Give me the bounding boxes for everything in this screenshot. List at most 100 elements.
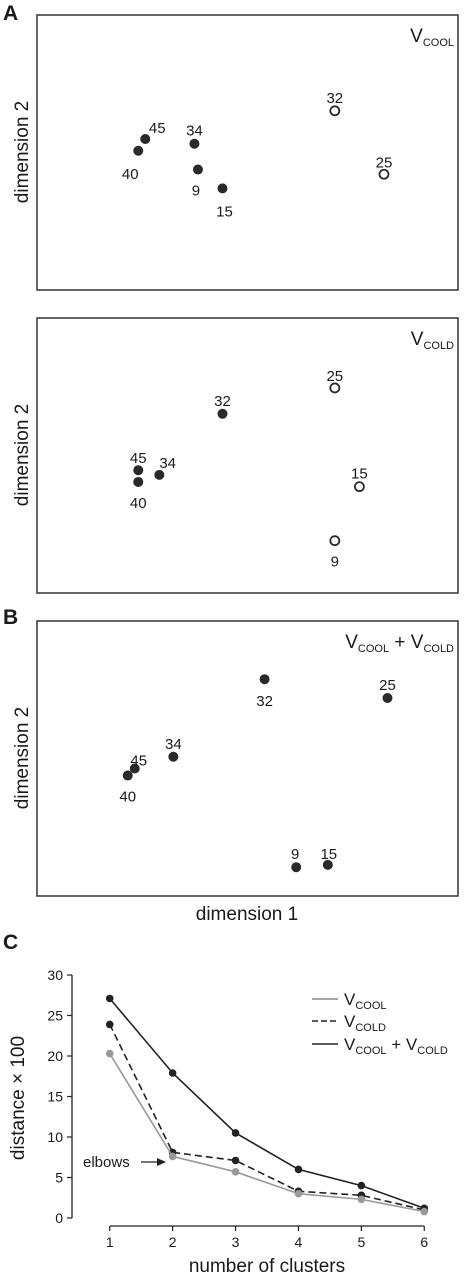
title-b-sep: + bbox=[389, 632, 411, 653]
title-main-a2: V bbox=[411, 329, 424, 350]
point-label-45: 45 bbox=[130, 753, 147, 770]
scatter-point-40 bbox=[122, 770, 133, 781]
legend-label-combined: VCOOL + VCOLD bbox=[344, 1035, 448, 1057]
legend-comb-sub-1: COOL bbox=[355, 1045, 386, 1057]
series-line-0 bbox=[109, 1053, 425, 1213]
x-axis-label-c: number of clusters bbox=[189, 1256, 345, 1277]
point-label-32: 32 bbox=[214, 393, 231, 410]
point-label-25: 25 bbox=[376, 154, 393, 171]
series-2-point-5 bbox=[357, 1181, 366, 1190]
scatter-point-25 bbox=[378, 168, 390, 180]
y-tick-label: 10 bbox=[47, 1129, 63, 1145]
title-sub-a1: COOL bbox=[423, 37, 454, 49]
plot-frame-a1 bbox=[36, 14, 459, 291]
x-tick-label: 6 bbox=[420, 1234, 428, 1250]
series-1-point-3 bbox=[231, 1156, 240, 1165]
y-tick-label: 25 bbox=[47, 1008, 63, 1024]
point-label-9: 9 bbox=[331, 554, 339, 571]
scatter-point-32 bbox=[329, 105, 341, 117]
title-b-sub-2: COLD bbox=[423, 643, 454, 655]
scatter-point-45 bbox=[140, 134, 151, 144]
panel-letter-c: C bbox=[3, 931, 18, 954]
point-label-15: 15 bbox=[320, 846, 337, 863]
point-label-15: 15 bbox=[216, 203, 233, 220]
scatter-point-9 bbox=[329, 535, 341, 547]
series-0-point-5 bbox=[357, 1195, 366, 1204]
legend-cool-sub: COOL bbox=[355, 1000, 386, 1012]
series-0-point-1 bbox=[105, 1049, 114, 1058]
point-label-45: 45 bbox=[149, 120, 166, 137]
y-axis-label-a1: dimension 2 bbox=[12, 101, 33, 203]
point-label-34: 34 bbox=[186, 123, 203, 140]
point-label-40: 40 bbox=[130, 495, 147, 512]
point-label-25: 25 bbox=[326, 368, 343, 385]
scatter-point-45 bbox=[133, 465, 144, 476]
title-b-main-1: V bbox=[345, 632, 358, 653]
title-sub-a2: COLD bbox=[423, 340, 454, 352]
y-tick-label: 5 bbox=[55, 1170, 63, 1186]
series-0-point-3 bbox=[231, 1168, 240, 1176]
scatter-point-15 bbox=[322, 859, 333, 870]
point-label-25: 25 bbox=[379, 677, 396, 694]
point-label-9: 9 bbox=[291, 846, 299, 863]
point-label-32: 32 bbox=[256, 693, 273, 710]
point-label-45: 45 bbox=[130, 450, 147, 467]
series-2-point-3 bbox=[231, 1129, 240, 1137]
y-tick-label: 20 bbox=[47, 1048, 63, 1064]
legend-label-cool: VCOOL bbox=[344, 990, 387, 1012]
point-label-9: 9 bbox=[192, 183, 200, 200]
x-tick-label: 2 bbox=[169, 1234, 177, 1250]
elbows-annotation: elbows bbox=[83, 1154, 166, 1171]
y-axis-label-a2: dimension 2 bbox=[12, 404, 33, 506]
y-tick-label: 15 bbox=[47, 1089, 63, 1105]
series-2-point-4 bbox=[294, 1165, 303, 1174]
legend-cold-sub: COLD bbox=[355, 1022, 386, 1034]
point-label-15: 15 bbox=[351, 466, 368, 483]
title-b-sub-1: COOL bbox=[358, 643, 389, 655]
plot-title-a2: VCOLD bbox=[411, 329, 454, 352]
scatter-point-9 bbox=[291, 862, 302, 873]
series-1-point-1 bbox=[105, 1020, 114, 1029]
legend: VCOOL VCOLD VCOOL + VCOLD bbox=[312, 990, 448, 1057]
legend-cold-main: V bbox=[344, 1012, 356, 1031]
y-tick-label: 0 bbox=[55, 1210, 63, 1226]
line-chart-axes: 0 5 10 15 20 25 30 1 2 3 4 5 6 bbox=[47, 967, 428, 1250]
legend-comb-sep: + bbox=[387, 1035, 406, 1054]
elbows-label: elbows bbox=[83, 1154, 130, 1171]
scatter-point-32 bbox=[217, 408, 228, 419]
point-label-34: 34 bbox=[165, 736, 182, 753]
y-axis-label-c: distance × 100 bbox=[8, 1036, 29, 1160]
point-label-40: 40 bbox=[122, 166, 139, 183]
scatter-point-9 bbox=[192, 164, 203, 175]
legend-comb-main-1: V bbox=[344, 1035, 356, 1054]
point-label-40: 40 bbox=[119, 789, 136, 806]
series-0-point-2 bbox=[168, 1152, 177, 1161]
line-chart-series bbox=[105, 994, 429, 1216]
plot-title-b: VCOOL + VCOLD bbox=[345, 632, 454, 655]
scatter-point-45 bbox=[129, 763, 140, 774]
scatter-points-a1: 45 40 34 9 15 32 25 bbox=[122, 90, 392, 221]
x-tick-label: 3 bbox=[232, 1234, 240, 1250]
x-tick-label: 1 bbox=[106, 1234, 114, 1250]
point-label-32: 32 bbox=[326, 90, 343, 107]
x-tick-label: 4 bbox=[295, 1234, 303, 1250]
scatter-point-40 bbox=[133, 145, 144, 156]
series-2-point-2 bbox=[168, 1069, 177, 1077]
x-tick-label: 5 bbox=[357, 1234, 365, 1250]
title-main-a1: V bbox=[410, 26, 423, 47]
scatter-point-32 bbox=[259, 674, 270, 685]
scatter-points-a2: 45 40 34 32 25 15 9 bbox=[130, 368, 368, 571]
y-tick-label: 30 bbox=[47, 967, 63, 983]
plot-title-a1: VCOOL bbox=[410, 26, 454, 49]
y-axis-label-b: dimension 2 bbox=[12, 707, 33, 809]
panel-letter-b: B bbox=[3, 606, 18, 629]
legend-cool-main: V bbox=[344, 990, 356, 1009]
title-b-main-2: V bbox=[411, 632, 424, 653]
plot-frame-b bbox=[36, 620, 459, 897]
legend-comb-sub-2: COLD bbox=[417, 1045, 448, 1057]
scatter-point-25 bbox=[382, 693, 393, 703]
series-2-point-1 bbox=[105, 994, 114, 1003]
scatter-point-34 bbox=[189, 138, 200, 149]
plot-frame-a2 bbox=[36, 317, 459, 594]
scatter-point-34 bbox=[154, 469, 165, 480]
